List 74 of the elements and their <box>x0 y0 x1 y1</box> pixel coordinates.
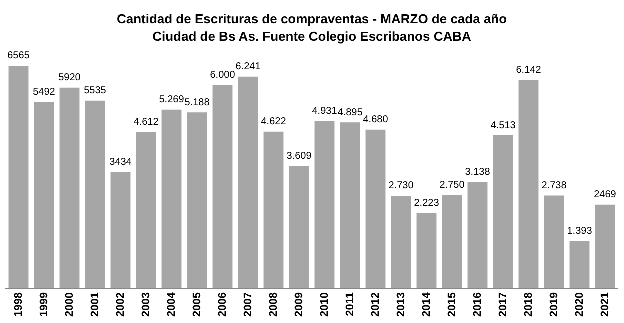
x-tick-label: 1998 <box>12 292 25 318</box>
x-tick-label: 2018 <box>522 292 535 318</box>
bar <box>162 110 182 289</box>
bar <box>416 213 437 289</box>
bar <box>314 121 335 289</box>
data-label: 2.730 <box>388 180 414 192</box>
chart-subtitle: Ciudad de Bs As. Fuente Colegio Escribanos CABA <box>152 28 472 44</box>
data-label: 4.513 <box>490 120 516 132</box>
data-label: 1.393 <box>567 226 593 238</box>
x-tick-label: 2002 <box>114 292 127 318</box>
bar <box>110 172 131 289</box>
data-label: 3.609 <box>286 150 312 162</box>
x-tick-label: 2013 <box>395 292 408 318</box>
data-label: 3.138 <box>465 166 491 178</box>
x-tick-label: 2010 <box>318 292 331 318</box>
bar <box>289 166 310 289</box>
x-tick-label: 2009 <box>293 292 306 318</box>
x-tick-label: 2017 <box>497 292 510 318</box>
data-label: 2.223 <box>414 198 440 209</box>
x-tick-label: 2004 <box>166 292 178 318</box>
bar <box>212 85 233 289</box>
bar <box>442 195 462 289</box>
x-tick-label: 2006 <box>216 292 229 318</box>
data-label: 5492 <box>33 87 56 98</box>
data-label: 4.895 <box>338 107 364 118</box>
bar <box>595 204 616 289</box>
bar <box>136 132 156 289</box>
bar <box>34 102 54 289</box>
data-label: 2469 <box>594 190 617 201</box>
x-tick-label: 1999 <box>38 292 50 318</box>
bar <box>60 88 80 289</box>
x-tick-label: 2011 <box>344 292 356 316</box>
x-tick-label: 2020 <box>574 292 586 318</box>
x-tick-label: 2001 <box>89 292 102 318</box>
bar <box>187 112 208 289</box>
data-label: 6.000 <box>210 70 236 81</box>
bar <box>366 130 386 289</box>
bar <box>238 76 258 289</box>
data-label: 4.612 <box>134 116 160 128</box>
x-tick-label: 2019 <box>548 292 560 318</box>
data-label: 4.622 <box>261 116 287 128</box>
bar <box>85 100 106 289</box>
x-tick-label: 2021 <box>599 292 612 318</box>
bar <box>391 196 412 289</box>
bar <box>468 182 488 289</box>
data-label: 5.269 <box>159 94 185 106</box>
data-label: 4.931 <box>312 106 338 118</box>
x-tick-label: 2012 <box>370 292 382 318</box>
data-label: 6565 <box>8 50 30 62</box>
bar <box>544 196 564 289</box>
data-label: 4.680 <box>363 114 389 126</box>
data-label: 5920 <box>58 72 82 84</box>
data-label: 3434 <box>110 156 132 168</box>
data-label: 5535 <box>84 86 107 97</box>
data-label: 6.142 <box>516 65 542 76</box>
data-label: 2.750 <box>440 180 466 192</box>
chart-title: Cantidad de Escrituras de compraventas - MARZO de cada año <box>116 11 508 26</box>
bar <box>493 136 514 289</box>
data-label: 2.738 <box>542 180 568 192</box>
x-tick-label: 2014 <box>420 292 433 318</box>
bar <box>570 241 590 289</box>
data-label: 6.241 <box>236 62 262 73</box>
x-tick-label: 2015 <box>446 292 458 318</box>
x-tick-label: 2003 <box>140 292 152 318</box>
bar <box>340 122 360 289</box>
x-tick-label: 2000 <box>64 292 76 318</box>
x-tick-label: 2005 <box>191 292 204 318</box>
bar <box>8 66 29 289</box>
data-label: 5.188 <box>184 97 210 108</box>
bar <box>264 132 284 289</box>
x-tick-label: 2008 <box>268 292 280 318</box>
bar <box>518 80 539 289</box>
x-tick-label: 2016 <box>472 292 484 318</box>
x-tick-label: 2007 <box>242 292 254 318</box>
